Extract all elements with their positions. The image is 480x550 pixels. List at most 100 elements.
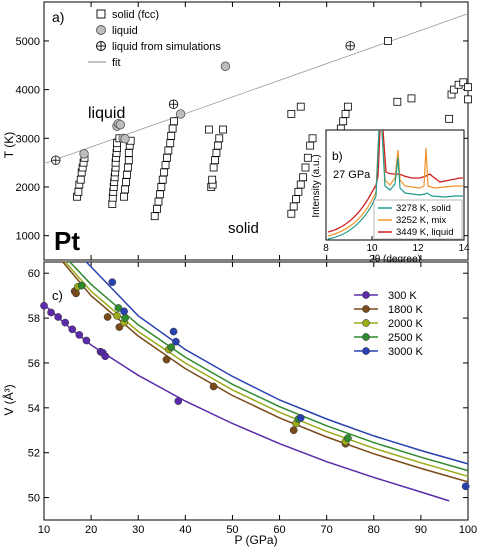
panel-b-pressure: 27 GPa	[333, 169, 371, 181]
eos-point	[108, 278, 117, 287]
eos-point	[162, 355, 171, 364]
eos-point	[101, 352, 110, 361]
solid-point	[292, 195, 300, 204]
solid-point	[464, 95, 472, 104]
solid-point	[296, 102, 305, 111]
eos-point	[115, 323, 124, 331]
eos-point	[75, 331, 84, 339]
liquid-point	[220, 61, 231, 71]
c-x-tick-label: 30	[132, 524, 144, 536]
eos-curve	[64, 261, 469, 478]
legend-solid-marker	[96, 9, 106, 19]
region-liquid-label: liquid	[88, 105, 125, 122]
eos-point	[344, 434, 352, 442]
c-y-tick-label: 60	[28, 268, 40, 280]
legend-solid-label: solid (fcc)	[112, 9, 159, 21]
panel-c-legend: 300 K 1800 K 2000 K 2500 K 3000 K	[354, 290, 424, 358]
solid-point	[74, 187, 83, 196]
liquid-point	[115, 119, 126, 130]
c-x-tick-label: 50	[226, 524, 238, 536]
liquid-point	[175, 109, 186, 119]
c-legend-label: 2500 K	[388, 332, 424, 344]
y-tick-label: 5000	[16, 36, 40, 48]
solid-point	[122, 178, 130, 187]
legend-b-mix-label: 3252 K, mix	[396, 215, 446, 226]
legend-sim-marker	[96, 41, 106, 51]
solid-point	[339, 117, 348, 126]
c-legend-marker	[362, 291, 370, 299]
solid-point	[343, 102, 352, 111]
liquid-point	[79, 149, 89, 159]
c-legend-label: 300 K	[388, 290, 417, 302]
solid-point	[158, 175, 167, 184]
eos-point	[121, 314, 129, 322]
solid-point	[153, 204, 161, 213]
panel-b-inset: 8 10 12 14 b) 27 GPa Intensity (a.u.) 3278 …	[311, 129, 470, 265]
y-tick-label: 2000	[16, 182, 40, 194]
solid-point	[407, 94, 416, 103]
eos-point	[103, 313, 112, 321]
legend-liquid-marker	[96, 25, 106, 35]
eos-point	[72, 289, 80, 298]
c-x-tick-label: 90	[415, 524, 427, 536]
element-label: Pt	[54, 226, 80, 256]
c-y-tick-label: 56	[28, 358, 40, 370]
c-legend-marker	[362, 319, 370, 327]
y-tick-label: 4000	[16, 85, 40, 97]
solid-point	[219, 125, 227, 134]
legend-b-liquid-label: 3449 K, liquid	[396, 227, 454, 238]
c-x-tick-label: 60	[273, 524, 285, 536]
panel-a-y-ticks: 1000 2000 3000 4000 5000	[16, 36, 468, 243]
panel-a-points	[51, 37, 472, 221]
eos-point	[169, 327, 178, 336]
eos-point	[120, 307, 128, 316]
panel-b-x-axis-label: 2θ (degree)	[369, 254, 421, 265]
solid-point	[393, 97, 402, 106]
solid-point	[459, 78, 468, 87]
solid-point	[213, 141, 222, 150]
solid-point	[449, 85, 458, 94]
solid-point	[76, 175, 85, 184]
solid-point	[166, 139, 175, 148]
solid-point	[123, 163, 132, 172]
eos-point	[54, 313, 62, 321]
legend-liquid-label: liquid	[112, 25, 138, 37]
solid-point	[384, 37, 392, 45]
solid-point	[301, 163, 310, 172]
eos-point	[68, 325, 77, 334]
solid-point	[120, 192, 128, 201]
eos-curve	[85, 261, 469, 465]
solid-point	[289, 202, 298, 211]
solid-point	[170, 117, 178, 126]
xrd-curve-solid	[327, 129, 463, 240]
solid-point	[287, 110, 296, 118]
solid-point	[209, 163, 218, 172]
solid-point	[212, 149, 221, 157]
solid-point	[150, 212, 159, 221]
panel-c-y-axis-label: V (Å³)	[1, 384, 16, 415]
fit-line	[43, 13, 469, 164]
c-legend-marker	[362, 305, 370, 313]
legend-sim-label: liquid from simulations	[112, 41, 221, 53]
xrd-curve-mix	[327, 129, 463, 237]
panel-b-y-axis-label: Intensity (a.u.)	[311, 154, 322, 217]
b-x-tick-label: 10	[366, 243, 378, 254]
b-x-tick-label: 12	[412, 243, 424, 254]
b-x-tick-label: 8	[323, 243, 329, 254]
solid-point	[167, 131, 176, 140]
panel-c-ticks: 10 20 30 40 50 60 70 80 90 100 50 52 54 56 58 60	[28, 262, 477, 536]
c-legend-label: 3000 K	[388, 346, 424, 358]
liquid-point	[120, 134, 130, 144]
solid-point	[155, 190, 164, 199]
eos-point	[77, 281, 86, 290]
panel-a-legend: solid (fcc) liquid liquid from simulatio…	[88, 9, 221, 69]
c-x-tick-label: 100	[459, 524, 477, 536]
eos-point	[82, 336, 91, 345]
panel-c-label: c)	[52, 288, 63, 303]
panel-c-points	[40, 278, 470, 491]
c-x-tick-label: 80	[368, 524, 380, 536]
c-x-tick-label: 20	[85, 524, 97, 536]
y-tick-label: 3000	[16, 133, 40, 145]
eos-point	[40, 301, 48, 310]
